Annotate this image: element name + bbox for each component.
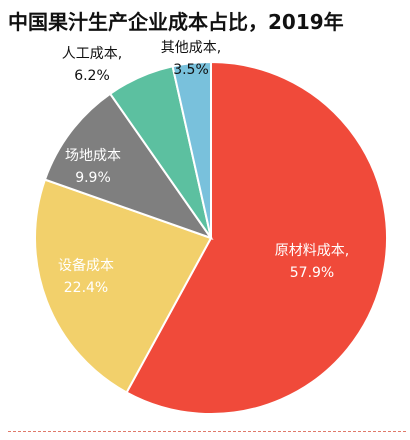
pie-slice-3 <box>43 92 214 240</box>
pie-slices <box>34 60 389 415</box>
footer-divider <box>8 431 406 432</box>
pie-slice-1 <box>125 60 389 415</box>
slice-label-4: 人工成本, 6.2% <box>62 46 122 84</box>
chart-title: 中国果汁生产企业成本占比，2019年 <box>8 10 344 34</box>
slice-label-1: 原材料成本, 57.9% <box>275 243 349 281</box>
slice-label-5: 其他成本, 3.5% <box>161 40 221 78</box>
slice-label-3: 场地成本 9.9% <box>65 148 121 186</box>
pie-slice-5 <box>171 60 212 239</box>
slice-label-2: 设备成本 22.4% <box>58 257 114 296</box>
pie-slice-2 <box>34 178 213 394</box>
pie-labels: 原材料成本, 57.9% 设备成本 22.4% 场地成本 9.9% 人工成本, 6.2% 其他成… <box>58 40 349 296</box>
